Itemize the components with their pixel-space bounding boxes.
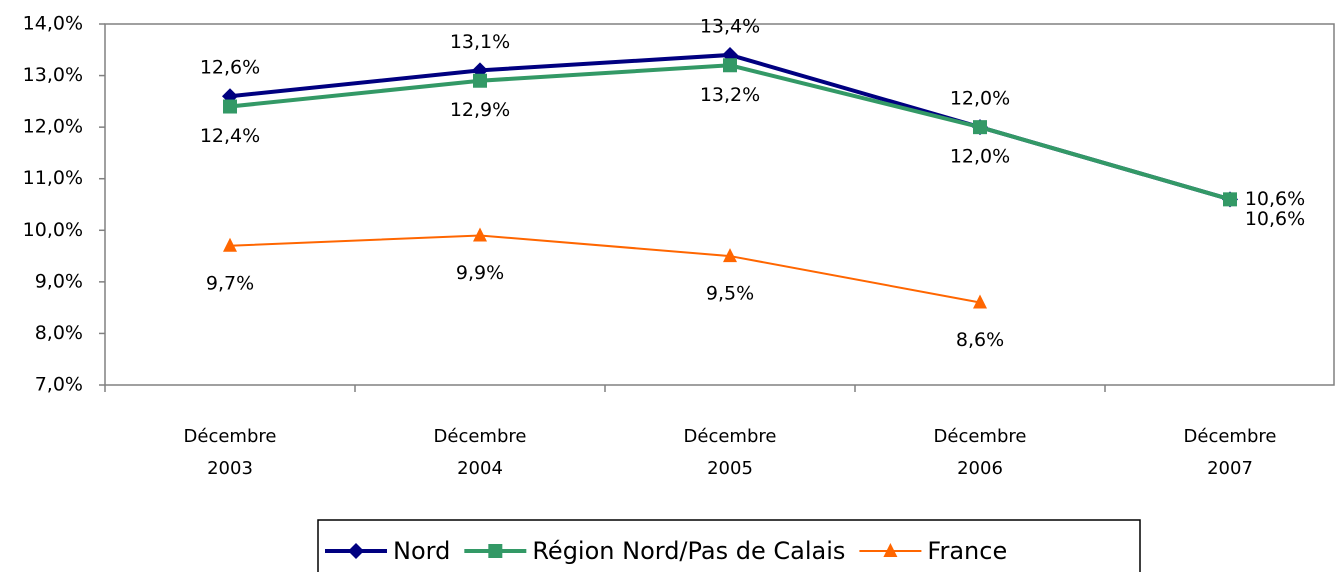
x-tick-line: 2005 — [707, 458, 753, 479]
marker — [348, 543, 364, 559]
x-tick-label: Décembre 2005 — [684, 426, 777, 479]
y-tick-label: 10,0% — [23, 219, 83, 241]
data-label: 12,4% — [200, 125, 260, 147]
x-tick-label: Décembre 2006 — [934, 426, 1027, 479]
marker — [223, 99, 237, 114]
legend-label: Nord — [393, 537, 450, 565]
x-tick-line: Décembre — [934, 426, 1027, 447]
data-label: 12,0% — [950, 146, 1010, 168]
marker — [473, 227, 487, 242]
data-label: 9,5% — [706, 283, 754, 305]
data-label: 10,6% — [1245, 188, 1305, 210]
marker — [223, 237, 237, 252]
data-label: 13,2% — [700, 84, 760, 106]
data-label: 12,9% — [450, 99, 510, 121]
y-tick-label: 9,0% — [35, 270, 83, 292]
y-tick-label: 8,0% — [35, 322, 83, 344]
marker — [883, 543, 898, 557]
series-line — [229, 52, 1231, 202]
x-tick-line: Décembre — [1184, 426, 1277, 447]
x-tick-line: 2004 — [457, 458, 503, 479]
data-label: 10,6% — [1245, 208, 1305, 230]
series-line — [229, 234, 981, 304]
x-tick-line: 2007 — [1207, 458, 1253, 479]
y-tick-label: 11,0% — [23, 167, 83, 189]
plot-area — [104, 23, 1335, 386]
legend-label: France — [927, 537, 1007, 565]
marker — [723, 58, 737, 73]
x-tick-line: 2003 — [207, 458, 253, 479]
x-tick-label: Décembre 2007 — [1184, 426, 1277, 479]
y-tick-label: 12,0% — [23, 116, 83, 138]
marker — [723, 248, 737, 263]
x-tick-label: Décembre 2003 — [184, 426, 277, 479]
x-tick-line: Décembre — [184, 426, 277, 447]
y-tick-label: 14,0% — [23, 13, 83, 35]
x-tick-line: Décembre — [434, 426, 527, 447]
data-label: 13,1% — [450, 31, 510, 53]
y-tick-label: 7,0% — [35, 374, 83, 396]
legend-label: Région Nord/Pas de Calais — [532, 537, 845, 565]
data-label: 12,6% — [200, 57, 260, 79]
marker — [473, 73, 487, 88]
x-tick-label: Décembre 2004 — [434, 426, 527, 479]
data-label: 13,4% — [700, 15, 760, 37]
marker — [488, 544, 503, 558]
x-tick-line: Décembre — [684, 426, 777, 447]
marker — [973, 120, 987, 135]
data-label: 9,9% — [456, 262, 504, 284]
data-label: 8,6% — [956, 329, 1004, 351]
x-tick-line: 2006 — [957, 458, 1003, 479]
marker — [973, 294, 987, 309]
data-label: 9,7% — [206, 272, 254, 294]
data-label: 12,0% — [950, 88, 1010, 110]
y-tick-label: 13,0% — [23, 64, 83, 86]
legend-box — [317, 519, 1141, 572]
marker — [1223, 192, 1237, 207]
